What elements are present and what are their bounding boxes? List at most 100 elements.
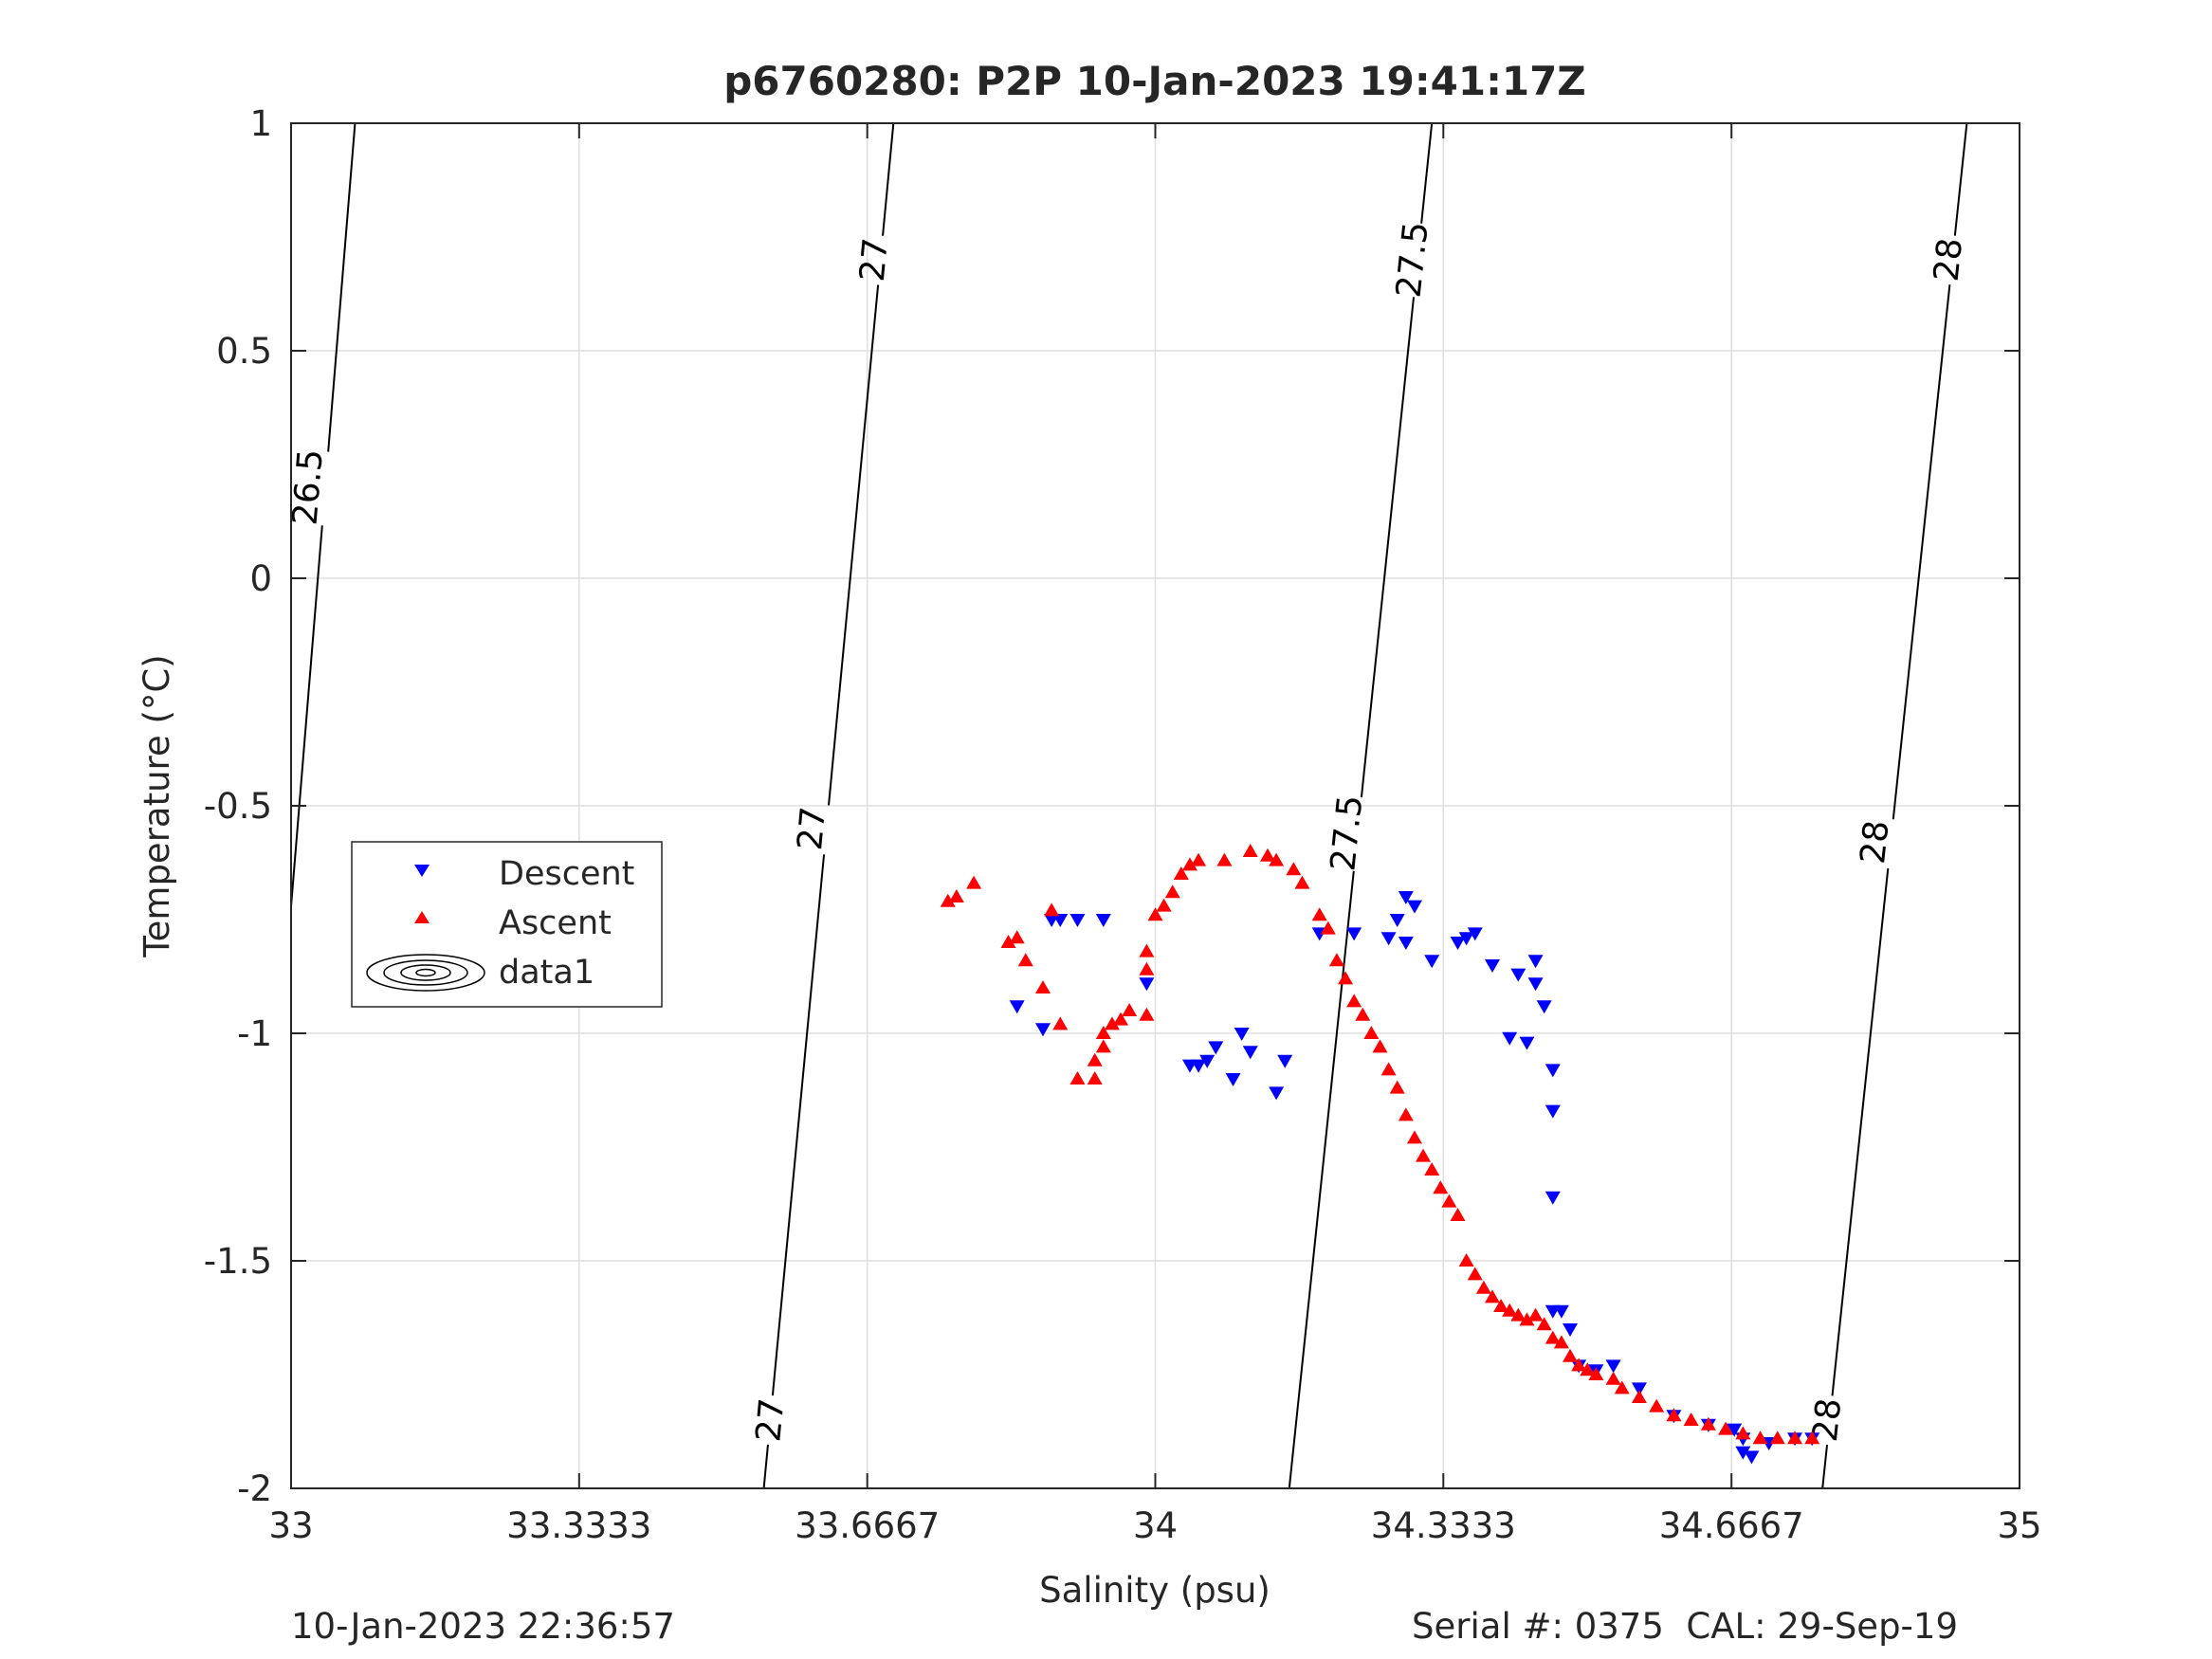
- ascent-marker: [1139, 943, 1155, 957]
- x-tick-label: 34.6667: [1659, 1505, 1804, 1546]
- descent-marker: [1735, 1446, 1751, 1460]
- chart-title: p6760280: P2P 10-Jan-2023 19:41:17Z: [723, 58, 1586, 104]
- ascent-marker: [1649, 1398, 1665, 1413]
- density-contour-label: 27: [853, 236, 896, 283]
- ascent-marker: [1320, 921, 1336, 935]
- grid-lines: [291, 123, 2020, 1488]
- descent-marker: [1035, 1023, 1051, 1037]
- ascent-marker: [1139, 961, 1155, 975]
- ascent-marker: [1545, 1330, 1561, 1344]
- ascent-marker: [1104, 1016, 1120, 1030]
- ascent-marker: [1571, 1358, 1587, 1372]
- descent-marker: [1234, 1028, 1250, 1041]
- ascent-marker: [1605, 1371, 1621, 1385]
- ascent-marker: [1095, 1039, 1111, 1053]
- density-contour-line: [1420, 122, 1434, 224]
- density-contour-line: [1953, 122, 1968, 236]
- ascent-marker: [1700, 1416, 1716, 1431]
- descent-marker: [1484, 959, 1500, 973]
- ascent-marker: [1000, 935, 1016, 948]
- ascent-marker: [1804, 1431, 1820, 1445]
- legend-descent-label: Descent: [499, 855, 634, 893]
- ascent-marker: [1467, 1267, 1483, 1281]
- ascent-marker: [966, 875, 982, 889]
- x-tick-label: 33.6667: [795, 1505, 940, 1546]
- legend-descent-marker: [414, 865, 430, 877]
- descent-marker: [1545, 1064, 1561, 1078]
- ascent-marker: [1269, 852, 1285, 866]
- descent-marker: [1398, 937, 1414, 950]
- legend-box: [351, 841, 663, 1008]
- descent-marker: [1545, 1104, 1561, 1119]
- descent-marker: [1527, 955, 1544, 969]
- ascent-marker: [1095, 1026, 1111, 1039]
- density-contour-line: [327, 122, 356, 452]
- ascent-marker: [1588, 1367, 1604, 1380]
- descent-marker: [1139, 977, 1155, 992]
- ascent-marker: [1372, 1039, 1388, 1053]
- ascent-marker: [1044, 902, 1060, 917]
- ascent-marker: [1424, 1162, 1440, 1176]
- descent-marker: [1398, 891, 1414, 904]
- density-contour-line: [771, 854, 826, 1396]
- ascent-marker: [1069, 1071, 1086, 1085]
- ascent-marker: [1580, 1362, 1596, 1376]
- descent-marker: [1052, 914, 1069, 927]
- ascent-marker: [1035, 980, 1051, 994]
- ascent-marker: [1536, 1317, 1552, 1331]
- ascent-marker: [1052, 1016, 1069, 1030]
- density-contour-line: [1892, 284, 1951, 820]
- ascent-marker: [1328, 953, 1344, 967]
- ascent-marker: [1380, 1062, 1397, 1076]
- descent-marker: [1519, 1036, 1535, 1050]
- descent-marker: [1380, 932, 1397, 946]
- descent-marker: [1545, 1191, 1561, 1205]
- descent-marker: [1502, 1031, 1518, 1046]
- descent-marker: [1225, 1073, 1241, 1086]
- ascent-marker: [1113, 1012, 1129, 1026]
- ascent-marker: [1286, 862, 1302, 876]
- descent-marker: [1605, 1359, 1621, 1374]
- data-points: [940, 844, 1820, 1465]
- ascent-marker: [1519, 1312, 1535, 1326]
- ascent-marker: [948, 889, 964, 902]
- ascent-marker: [1338, 971, 1354, 985]
- density-contour-label: 27: [749, 1396, 792, 1443]
- density-contour-line: [1831, 867, 1890, 1396]
- ascent-marker: [940, 893, 956, 907]
- descent-marker: [1450, 937, 1466, 950]
- ascent-marker: [1087, 1052, 1103, 1066]
- descent-marker: [1009, 1000, 1025, 1014]
- descent-marker: [1389, 914, 1405, 927]
- ascent-marker: [1416, 1148, 1432, 1162]
- density-contour-label: 27: [791, 805, 833, 851]
- ascent-marker: [1787, 1431, 1803, 1445]
- descent-marker: [1527, 977, 1544, 992]
- descent-marker: [1727, 1423, 1743, 1437]
- ascent-marker: [1191, 852, 1207, 866]
- density-contour-label: 28: [1854, 818, 1897, 866]
- legend-ascent-marker: [414, 911, 430, 923]
- ascent-marker: [1752, 1431, 1768, 1445]
- ascent-marker: [1553, 1335, 1569, 1349]
- ascent-marker: [1259, 848, 1275, 862]
- ascent-marker: [1475, 1280, 1491, 1294]
- x-tick-label: 33.3333: [506, 1505, 651, 1546]
- x-tick-label: 34: [1133, 1505, 1178, 1546]
- ascent-marker: [1433, 1180, 1449, 1194]
- x-axis-label: Salinity (psu): [1039, 1570, 1271, 1611]
- density-contour-line: [1360, 297, 1416, 798]
- ascent-marker: [1666, 1408, 1682, 1422]
- ascent-marker: [1173, 866, 1189, 880]
- ascent-marker: [1017, 953, 1033, 967]
- descent-marker: [1536, 1000, 1552, 1014]
- descent-marker: [1242, 1046, 1258, 1060]
- descent-marker: [1744, 1450, 1760, 1465]
- y-tick-label: -1.5: [204, 1241, 272, 1282]
- ascent-marker: [1009, 930, 1025, 944]
- ascent-marker: [1527, 1307, 1544, 1322]
- ascent-marker: [1122, 1003, 1138, 1016]
- y-tick-label: -1: [237, 1013, 272, 1054]
- y-tick-label: -2: [237, 1468, 272, 1509]
- descent-marker: [1631, 1382, 1647, 1396]
